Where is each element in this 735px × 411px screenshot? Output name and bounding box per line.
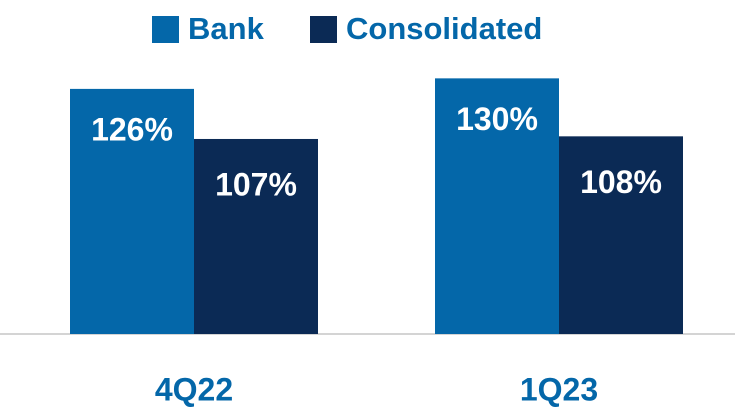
legend-swatch xyxy=(152,16,179,43)
data-label: 107% xyxy=(215,166,297,202)
x-tick-label: 4Q22 xyxy=(155,371,233,407)
x-tick-label: 1Q23 xyxy=(520,371,598,407)
bar xyxy=(435,78,559,335)
bar xyxy=(70,88,194,335)
legend-label: Consolidated xyxy=(346,11,542,46)
data-label: 130% xyxy=(456,101,538,137)
legend-swatch xyxy=(310,16,337,43)
data-label: 108% xyxy=(580,164,662,200)
data-label: 126% xyxy=(91,111,173,147)
bar xyxy=(559,136,683,334)
legend-label: Bank xyxy=(188,11,265,46)
bar xyxy=(194,138,318,334)
